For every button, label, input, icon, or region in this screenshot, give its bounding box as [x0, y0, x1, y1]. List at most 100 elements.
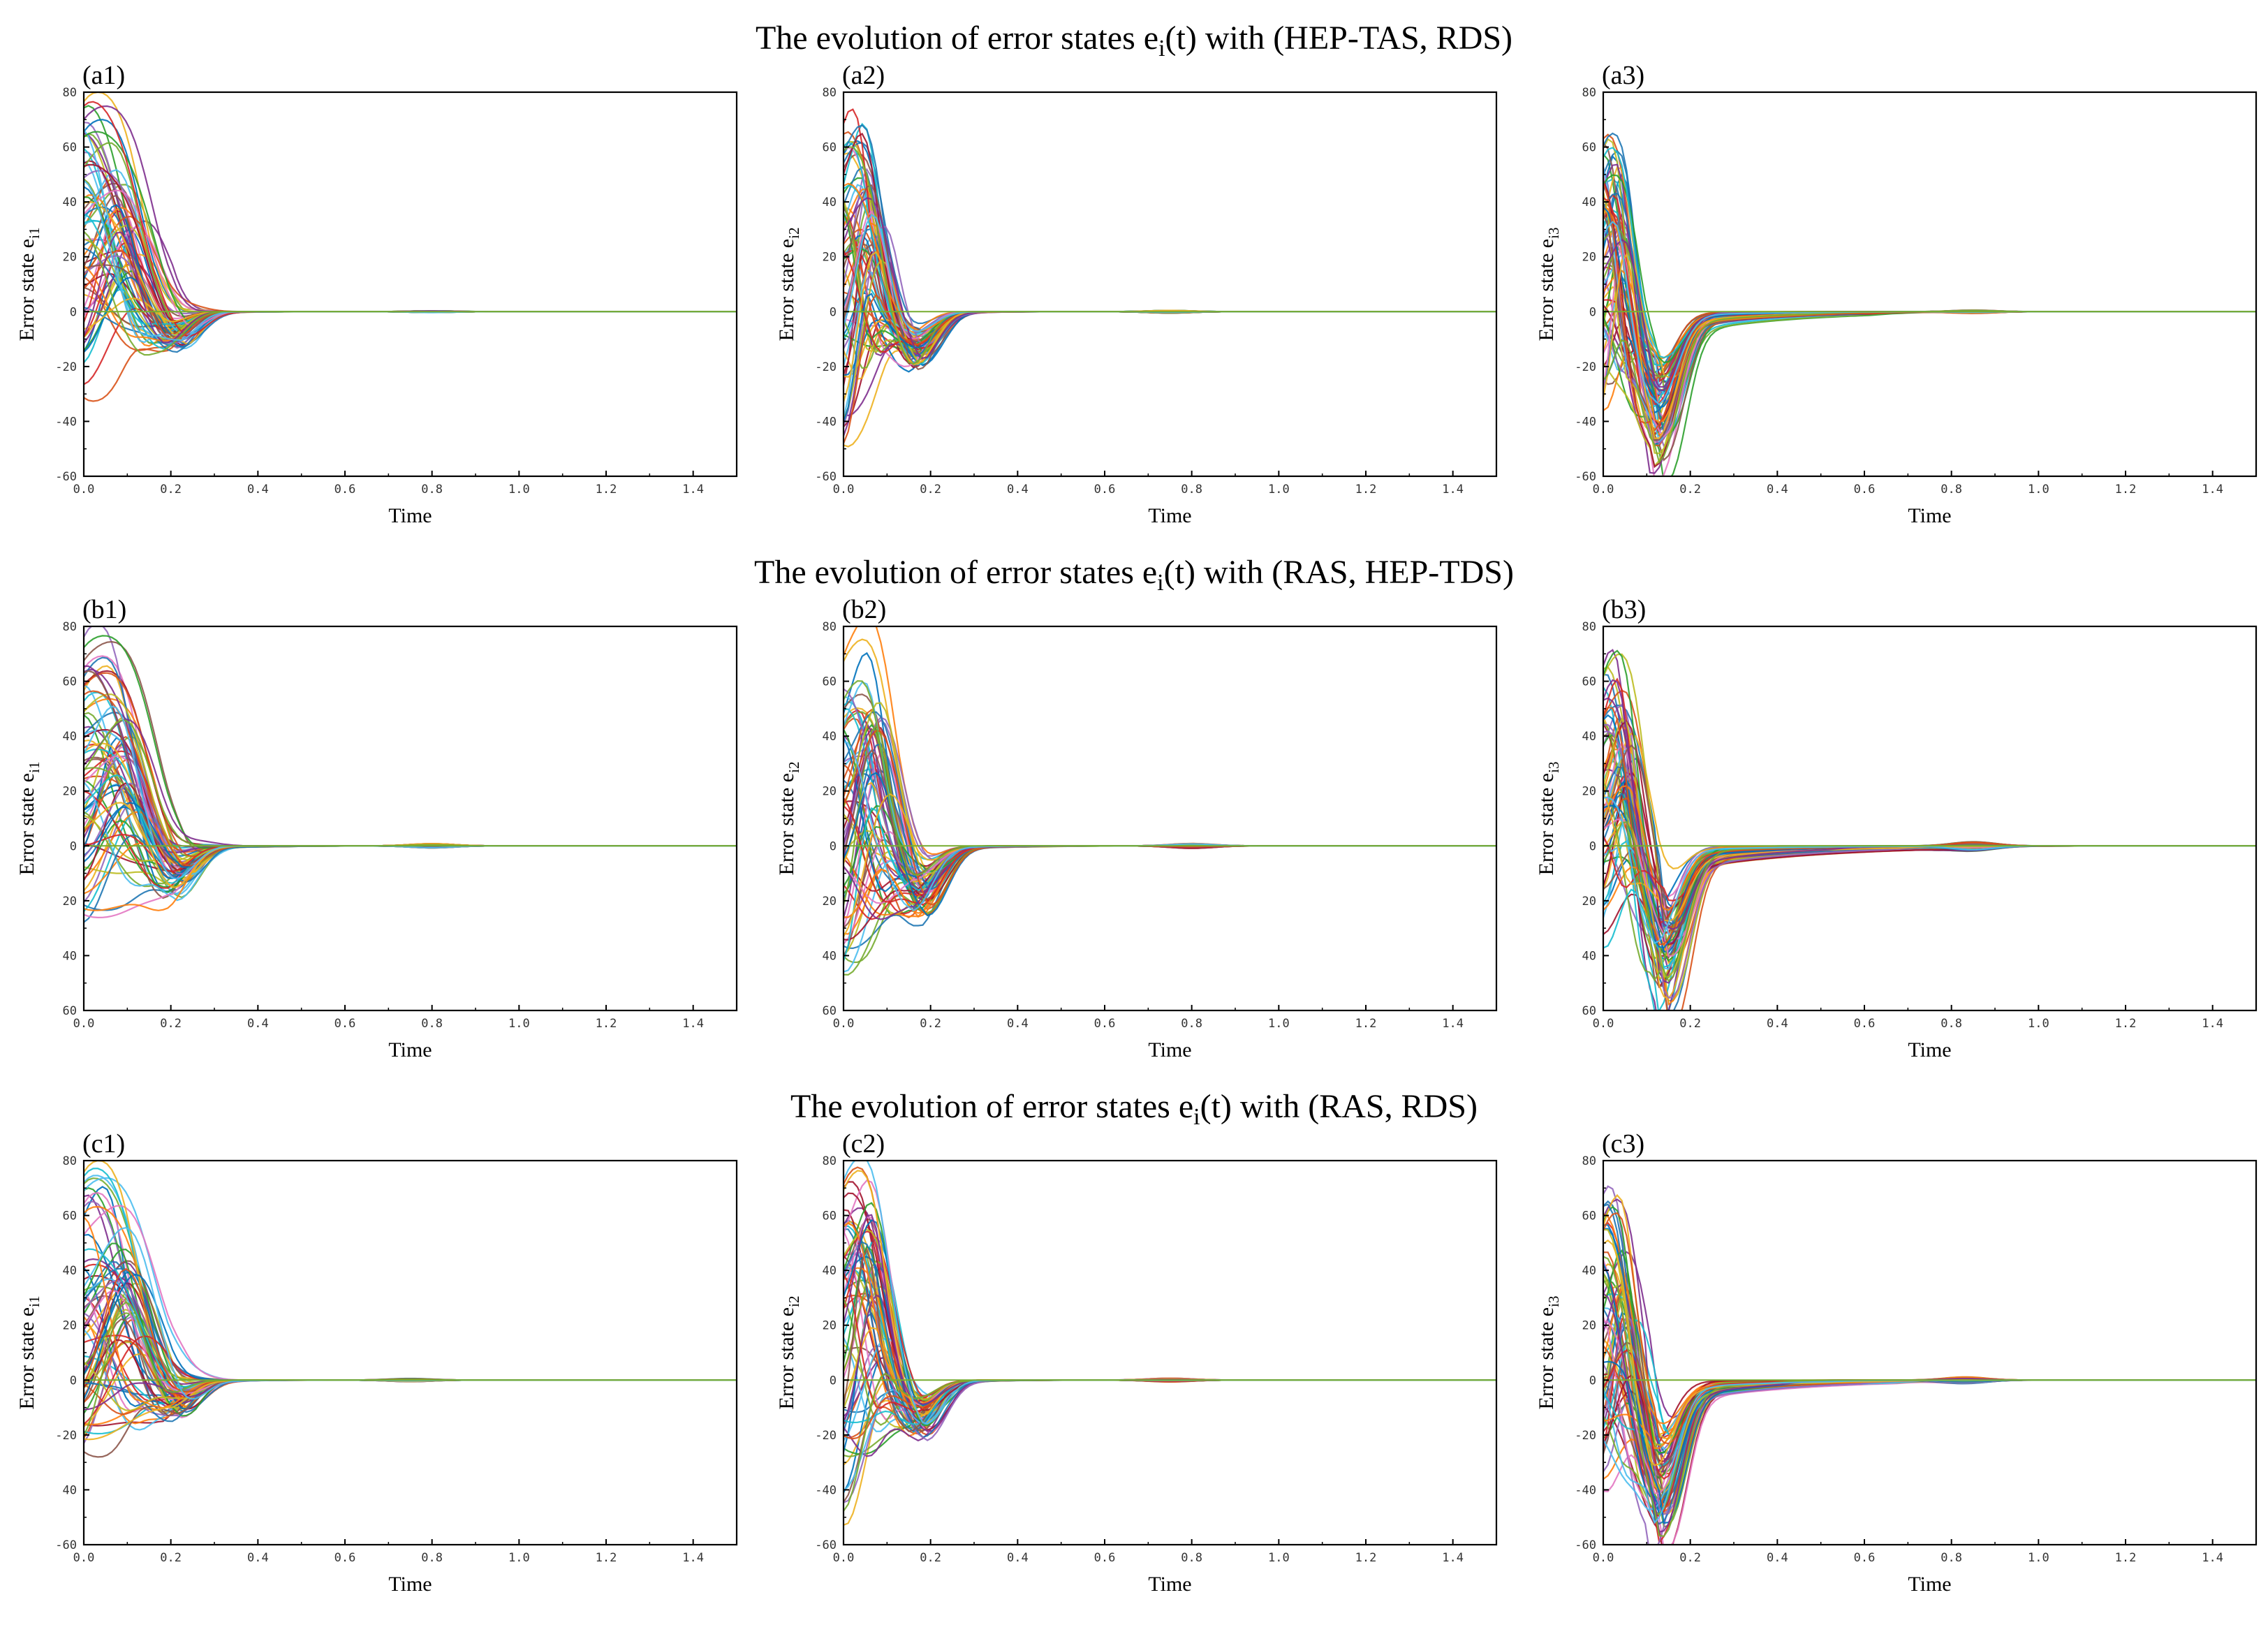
x-axis-label: Time [1148, 1573, 1191, 1596]
series-line [84, 1233, 737, 1394]
series-line [84, 119, 737, 313]
x-tick-label: 0.6 [1854, 483, 1876, 497]
y-tick-label: 60 [823, 1209, 837, 1223]
x-tick-label: 0.6 [1854, 1017, 1876, 1031]
series-line [84, 224, 737, 313]
series-line [1603, 228, 2256, 474]
y-tick-label: -60 [55, 470, 77, 484]
x-tick-label: 0.2 [1679, 483, 1701, 497]
y-tick-label: -60 [815, 1538, 837, 1552]
series-line [844, 1221, 1496, 1404]
y-tick-label: 0 [70, 305, 77, 319]
plot-frame [82, 91, 738, 478]
series-line [1603, 1272, 2256, 1475]
series-line [1603, 723, 2256, 953]
x-tick-label: 1.0 [1268, 1551, 1290, 1565]
panel-label: (a2) [842, 61, 885, 90]
x-tick-label: 1.0 [2028, 1551, 2049, 1565]
series-line [844, 1170, 1496, 1416]
y-tick-label: 80 [823, 1154, 837, 1168]
panel-label: (b1) [82, 595, 126, 624]
y-tick-label: 80 [63, 86, 77, 100]
y-tick-label: 60 [1582, 1209, 1596, 1223]
y-axis-label: Error state ei2 [775, 762, 802, 876]
chart-panel-c3: 0.0 0.2 0.4 0.6 0.8 1.0 1.2 1.4 -60 -40 -20 0 20 40 60… [1535, 1129, 2258, 1596]
row-title-main: The evolution of error states e [756, 20, 1158, 57]
row-title-tail: (t) with (HEP-TAS, RDS) [1165, 20, 1512, 57]
x-tick-label: 0.6 [334, 1017, 356, 1031]
chart-panel-a2: 0.0 0.2 0.4 0.6 0.8 1.0 1.2 1.4 -60 -40 -20 0 20 40 60… [775, 61, 1498, 527]
x-tick-label: 1.4 [1442, 483, 1464, 497]
x-tick-label: 1.4 [2202, 1017, 2223, 1031]
y-tick-label: 20 [63, 1319, 77, 1333]
x-axis-label: Time [388, 1573, 432, 1596]
y-tick-label: 80 [1582, 1154, 1596, 1168]
y-tick-label: 20 [823, 1319, 837, 1333]
y-axis-label: Error state ei3 [1535, 1296, 1562, 1410]
y-tick-label: 40 [1582, 1264, 1596, 1278]
y-axis-label-main: Error state e [15, 773, 38, 876]
series-line [1603, 133, 2256, 432]
x-tick-label: 1.4 [682, 1017, 704, 1031]
y-tick-label: -40 [1575, 1483, 1596, 1497]
x-axis-label: Time [1908, 1038, 1951, 1061]
y-axis-label: Error state ei2 [775, 228, 802, 341]
row-title-sub: i [1157, 570, 1163, 596]
panel-label: (c2) [842, 1129, 885, 1159]
x-tick-label: 0.4 [1767, 483, 1788, 497]
y-tick-label: 80 [1582, 86, 1596, 100]
series-line [844, 142, 1496, 325]
series-line [1603, 221, 2256, 406]
y-axis-label-main: Error state e [775, 1307, 798, 1410]
series-line [84, 802, 737, 869]
x-axis-label: Time [1908, 1573, 1951, 1596]
y-tick-label: 40 [1582, 730, 1596, 744]
x-tick-label: 0.6 [1094, 483, 1116, 497]
series-line [1603, 142, 2256, 462]
x-tick-label: 0.2 [1679, 1017, 1701, 1031]
x-axis-label: Time [1148, 1038, 1191, 1061]
x-tick-label: 0.6 [1094, 1551, 1116, 1565]
series-line [1603, 697, 2256, 984]
row-title-main: The evolution of error states e [754, 554, 1157, 591]
x-tick-label: 0.4 [1007, 1017, 1029, 1031]
series-line [1603, 252, 2256, 439]
series-line [1603, 673, 2256, 1010]
y-axis-label: Error state ei1 [15, 1296, 43, 1410]
x-tick-label: 0.4 [1007, 483, 1029, 497]
y-axis-label-main: Error state e [1535, 773, 1558, 876]
series-line [844, 716, 1496, 861]
series-line [84, 1267, 737, 1383]
chart-panel-b2: 0.0 0.2 0.4 0.6 0.8 1.0 1.2 1.4 60 40 20 0 20 40 60 80 (… [775, 595, 1498, 1061]
series-line [844, 184, 1496, 366]
y-tick-label: -40 [55, 415, 77, 429]
y-tick-label: 60 [823, 1004, 837, 1018]
y-tick-label: -20 [55, 1429, 77, 1443]
series-line [84, 92, 737, 314]
y-axis-label: Error state ei1 [15, 762, 43, 876]
series-line [84, 1260, 737, 1382]
y-axis-label-sub: i2 [786, 762, 802, 773]
row-title: The evolution of error states ei(t) with… [790, 1088, 1478, 1130]
plot-frame [82, 625, 738, 1012]
y-tick-label: -60 [815, 470, 837, 484]
y-axis-label-sub: i3 [1545, 1296, 1562, 1307]
series-line [844, 133, 1496, 340]
x-tick-label: 0.6 [1854, 1551, 1876, 1565]
series-line [844, 626, 1496, 855]
y-tick-label: 40 [823, 196, 837, 209]
series-line [84, 670, 737, 867]
y-tick-label: 40 [63, 196, 77, 209]
series-line [84, 1261, 737, 1382]
series-line [1603, 286, 2256, 419]
series-line [84, 133, 737, 330]
series-line [1603, 1345, 2256, 1515]
y-tick-label: 20 [63, 785, 77, 799]
x-axis-label: Time [388, 1038, 432, 1061]
x-tick-label: 0.8 [1941, 1017, 1962, 1031]
series-line [844, 652, 1496, 885]
y-axis-label-main: Error state e [775, 773, 798, 876]
x-tick-label: 0.0 [1593, 483, 1614, 497]
x-tick-label: 0.8 [421, 1551, 443, 1565]
series-line [84, 142, 737, 329]
